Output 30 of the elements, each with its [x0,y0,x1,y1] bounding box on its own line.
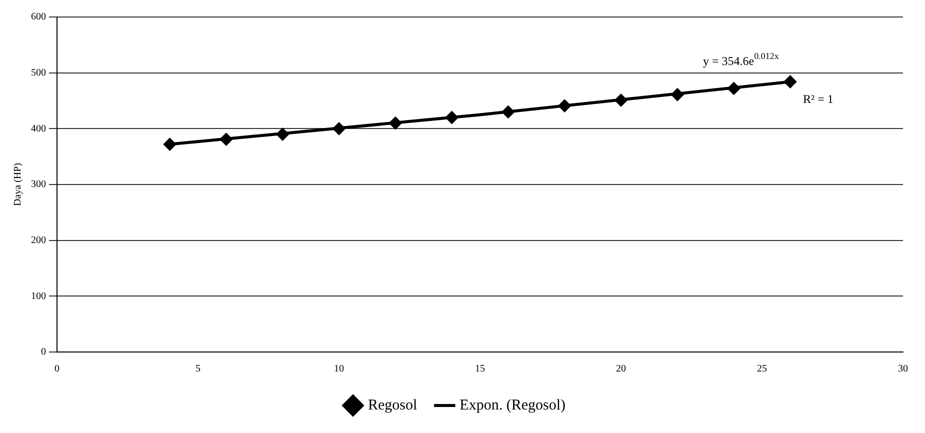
y-tick-label: 200 [31,234,46,246]
y-axis-title: Daya (HP) [12,162,24,206]
x-tick-label: 20 [616,364,626,375]
y-tick-label: 400 [31,123,46,134]
legend-label: Regosol [368,397,418,414]
point [727,82,740,95]
point [220,132,233,146]
y-tick-label: 500 [31,67,46,78]
point [163,138,176,151]
x-tick-label: 0 [54,364,60,375]
point [276,128,290,141]
point [784,75,797,88]
x-tick-label: 10 [334,364,344,375]
point [670,88,684,102]
x-tick-label: 25 [757,364,767,375]
x-tick-label: 15 [475,364,485,375]
point [502,105,515,118]
y-tick-label: 300 [31,179,46,190]
x-tick-label: 5 [196,364,200,375]
annotation: R² = 1 [803,92,834,106]
legend-label: Expon. (Regosol) [460,397,566,414]
point [445,111,458,124]
y-tick-label: 600 [31,12,46,23]
point [614,94,628,107]
point [558,99,572,112]
point [332,122,346,136]
point [388,116,402,130]
x-tick-label: 30 [898,364,908,375]
y-tick-label: 0 [41,346,46,358]
y-tick-label: 100 [31,290,46,302]
